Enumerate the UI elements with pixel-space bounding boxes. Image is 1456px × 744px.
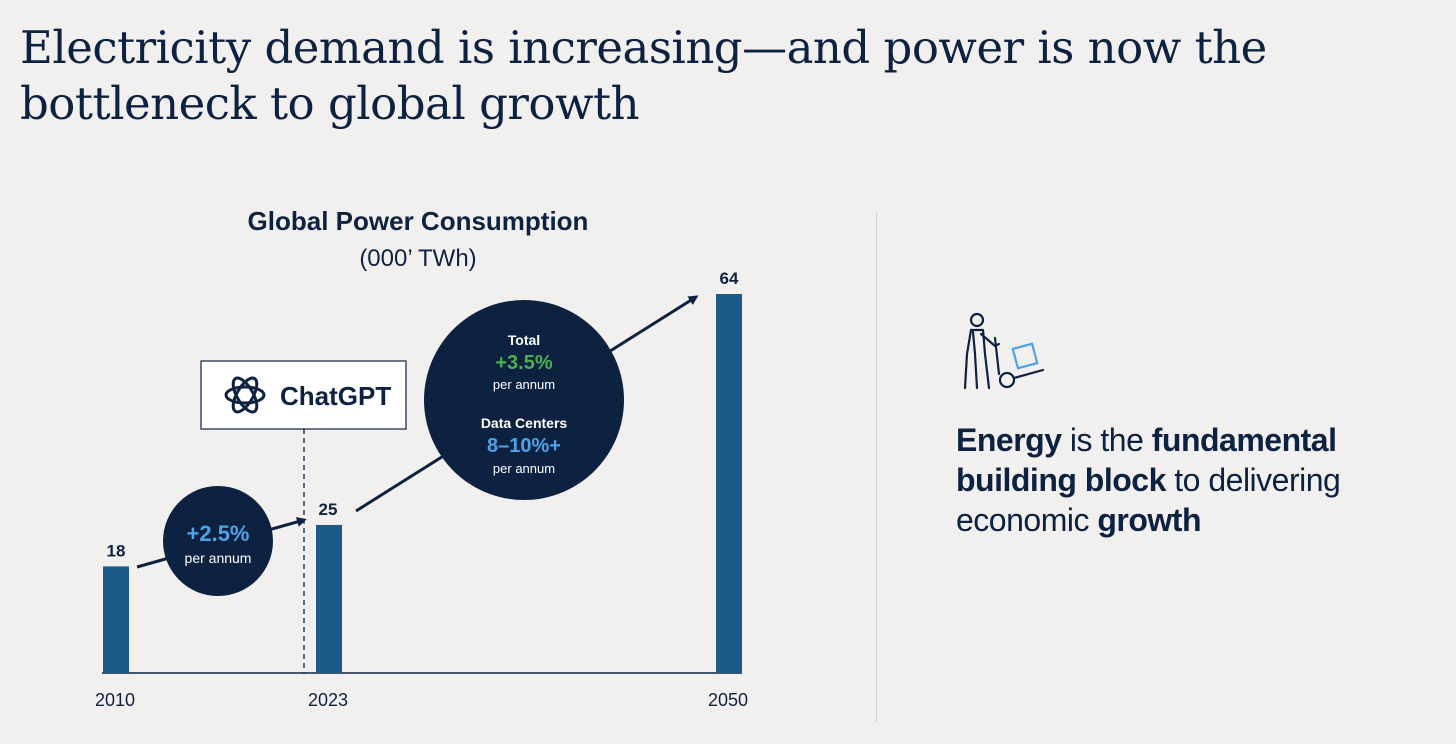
tagline-text: economic [956,502,1098,538]
cagr-circle-2023-2050 [424,300,624,500]
data-centers-value: 8–10%+ [487,435,561,457]
energy-tagline: Energy is the fundamental building block… [956,420,1396,540]
bar-value-label: 25 [319,500,338,519]
tagline-building-block: building block [956,462,1166,498]
tagline-energy: Energy [956,422,1062,458]
power-consumption-chart: Global Power Consumption (000’ TWh) 18 2… [95,206,748,710]
cagr-value: +2.5% [187,521,250,546]
bar-2023 [316,524,342,673]
total-note: per annum [493,377,555,392]
data-centers-note: per annum [493,461,555,476]
section-divider [876,212,877,722]
page-title: Electricity demand is increasing—and pow… [20,20,1320,132]
x-tick-label: 2023 [308,690,348,710]
hand-truck-icon [955,308,1055,398]
openai-logo-icon [224,376,266,414]
bar-value-label: 64 [720,269,739,288]
bar-value-label: 18 [107,541,126,560]
page-title-line-1: Electricity demand is increasing—and pow… [20,21,1267,74]
chart-subtitle: (000’ TWh) [359,245,476,272]
x-tick-label: 2010 [95,690,135,710]
tagline-fundamental: fundamental [1151,422,1337,458]
tagline-growth: growth [1097,502,1201,538]
tagline-text: is the [1061,422,1152,458]
data-centers-label: Data Centers [481,415,568,431]
chatgpt-label: ChatGPT [280,381,391,411]
x-tick-label: 2050 [708,690,748,710]
chart-title: Global Power Consumption [248,206,589,236]
bar-2010 [103,566,129,673]
page-title-line-2: bottleneck to global growth [20,77,640,130]
tagline-text: to delivering [1165,462,1341,498]
cagr-note: per annum [185,550,252,566]
total-value: +3.5% [495,352,552,374]
cagr-circle-2010-2023 [163,486,273,596]
bar-2050 [716,294,742,673]
total-label: Total [508,332,540,348]
